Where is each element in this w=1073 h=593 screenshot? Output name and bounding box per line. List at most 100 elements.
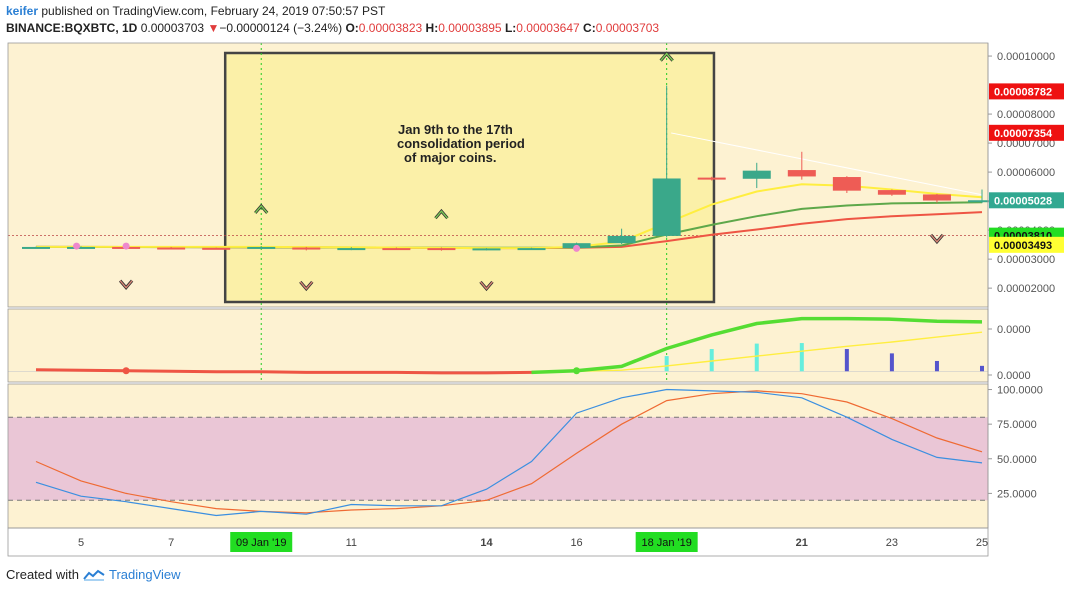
candle-body xyxy=(697,177,726,180)
stoch-band xyxy=(8,417,988,501)
candle-body xyxy=(22,246,50,249)
candle-body xyxy=(877,190,906,195)
close-value: 0.00003703 xyxy=(595,21,660,35)
time-axis-frame xyxy=(7,527,989,557)
time-tick-label: 11 xyxy=(346,537,357,549)
price-label-bg xyxy=(989,124,1064,141)
candle-body xyxy=(157,247,186,250)
time-tick-label: 18 Jan '19 xyxy=(641,537,691,549)
macd-histogram-bar xyxy=(934,360,939,372)
last-price: 0.00003703 xyxy=(140,21,205,35)
up-arrow-icon xyxy=(254,204,268,214)
date-highlight-bg xyxy=(230,532,293,552)
low-label: L: xyxy=(504,21,517,35)
macd-line-bear xyxy=(35,368,532,375)
stoch-tick-label: 50.0000 xyxy=(997,454,1037,466)
price-tick-label: 0.00003000 xyxy=(997,254,1055,266)
low-value: 0.00003647 xyxy=(516,21,580,35)
candle-body xyxy=(472,248,501,251)
time-tick-label: 7 xyxy=(168,537,174,549)
macd-cross-dot xyxy=(573,367,581,375)
down-arrow-icon xyxy=(299,281,313,290)
candle-body xyxy=(337,248,366,251)
consolidation-box xyxy=(223,51,716,304)
macd-line-bull xyxy=(531,316,983,375)
price-label: 0.00007354 xyxy=(994,128,1053,140)
footer: Created with TradingView xyxy=(6,567,181,582)
candle-body xyxy=(832,177,861,191)
created-with-text: Created with xyxy=(6,567,79,582)
up-arrow-icon xyxy=(660,52,674,62)
up-arrow-icon xyxy=(434,210,448,219)
candle-body xyxy=(742,170,771,179)
candle-body xyxy=(607,235,636,244)
annotation-line-3: of major coins. xyxy=(404,150,496,165)
price-label-bg xyxy=(989,236,1064,253)
tradingview-brand[interactable]: TradingView xyxy=(108,567,181,582)
macd-tick-label: 0.0000 xyxy=(997,324,1031,336)
macd-tick-label: 0.0000 xyxy=(997,370,1031,382)
published-text: published on TradingView.com, February 2… xyxy=(41,4,386,18)
high-label: H: xyxy=(425,21,439,35)
price-tick-label: 0.00006000 xyxy=(997,167,1055,179)
time-tick-label: 23 xyxy=(886,537,898,549)
time-tick-label: 21 xyxy=(796,537,808,549)
author-name[interactable]: keifer xyxy=(6,4,39,18)
macd-histogram-bar xyxy=(664,356,669,372)
symbol-line: BINANCE:BQXBTC, 1D 0.00003703 ▼−0.000001… xyxy=(6,21,659,35)
signal-dot xyxy=(73,242,81,250)
open-label: O: xyxy=(345,21,359,35)
tradingview-logo-icon xyxy=(83,569,105,581)
high-value: 0.00003895 xyxy=(438,21,502,35)
time-tick-label: 16 xyxy=(570,537,582,549)
candle-body xyxy=(247,246,276,249)
macd-histogram-bar xyxy=(799,343,804,372)
price-label: 0.00005028 xyxy=(994,195,1052,207)
publish-line: keifer published on TradingView.com, Feb… xyxy=(6,4,385,18)
candle-body xyxy=(427,248,456,251)
price-label-bg xyxy=(989,192,1064,209)
time-tick-label: 25 xyxy=(976,537,988,549)
macd-signal-line xyxy=(576,331,983,372)
price-tick-label: 0.00008000 xyxy=(997,109,1055,121)
stoch-tick-label: 75.0000 xyxy=(997,419,1037,431)
stoch-tick-label: 100.0000 xyxy=(997,385,1043,397)
price-tick-label: 0.00010000 xyxy=(997,51,1055,63)
macd-histogram-bar xyxy=(980,365,984,372)
candle-body xyxy=(382,248,411,251)
macd-histogram-bar xyxy=(889,353,894,372)
candle-body xyxy=(787,170,816,177)
macd-histogram-bar xyxy=(754,343,759,372)
candle-body xyxy=(517,248,546,251)
down-arrow-icon xyxy=(930,234,944,243)
price-tick-label: 0.00007000 xyxy=(997,138,1055,150)
annotation-line-1: Jan 9th to the 17th xyxy=(398,122,513,137)
candle-body xyxy=(922,194,951,201)
stoch-d-line xyxy=(35,390,983,514)
candle-body xyxy=(292,247,321,250)
signal-dot xyxy=(573,244,581,252)
price-label: 0.00003493 xyxy=(994,240,1052,252)
down-arrow-icon xyxy=(119,280,133,289)
candle-body xyxy=(67,246,96,249)
annotation-line-2: consolidation period xyxy=(397,136,525,151)
close-label: C: xyxy=(583,21,596,35)
symbol-name: BINANCE:BQXBTC, 1D xyxy=(6,21,138,35)
price-label-bg xyxy=(989,83,1064,100)
down-arrow-icon: ▼ xyxy=(207,21,220,35)
price-label: 0.00008782 xyxy=(994,86,1052,98)
time-tick-label: 5 xyxy=(78,537,84,549)
stoch-k-line xyxy=(35,388,983,517)
ema-fast-line xyxy=(36,183,983,250)
time-tick-label: 14 xyxy=(480,537,493,549)
candle-body xyxy=(652,178,681,236)
macd-histogram-bar xyxy=(844,349,849,372)
candle-body xyxy=(968,200,996,203)
date-highlight-bg xyxy=(635,532,698,552)
macd-cross-dot xyxy=(122,367,130,375)
price-change: −0.00000124 (−3.24%) xyxy=(219,21,343,35)
signal-dot xyxy=(122,242,130,250)
macd-histogram-bar xyxy=(709,349,714,372)
stoch-tick-label: 25.0000 xyxy=(997,488,1037,500)
